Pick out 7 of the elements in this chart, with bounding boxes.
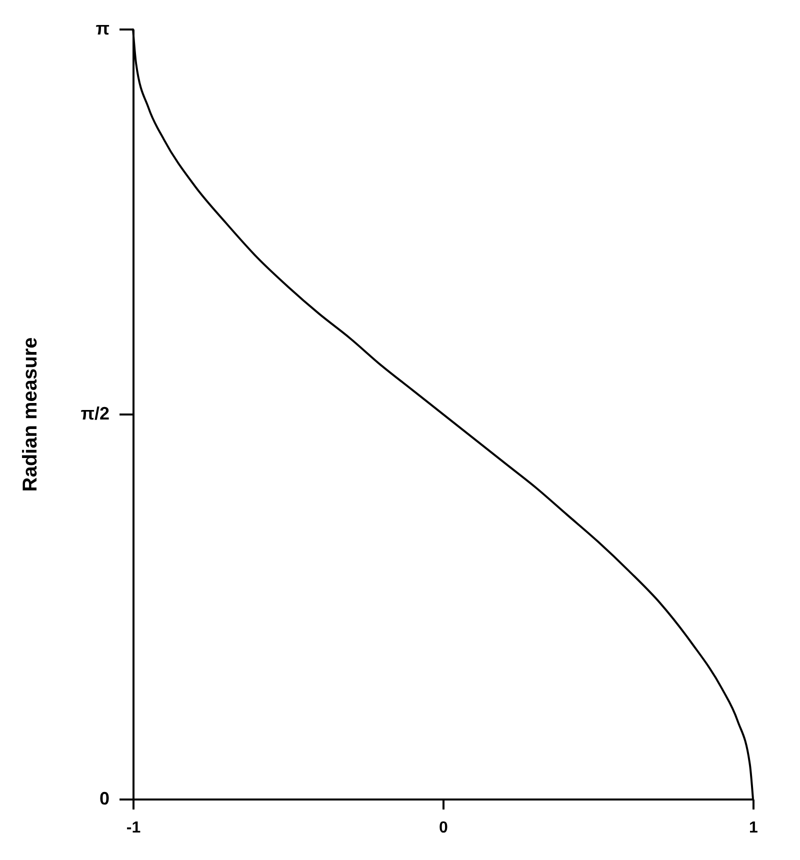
x-tick-label: 1 xyxy=(749,820,758,836)
y-axis-title: Radian measure xyxy=(20,337,42,492)
y-tick-label: 0 xyxy=(99,788,110,808)
x-tick-label: -1 xyxy=(126,820,141,836)
x-tick-label: 0 xyxy=(439,820,448,836)
y-tick-label: π/2 xyxy=(80,404,110,424)
y-tick-label: π xyxy=(96,18,110,38)
